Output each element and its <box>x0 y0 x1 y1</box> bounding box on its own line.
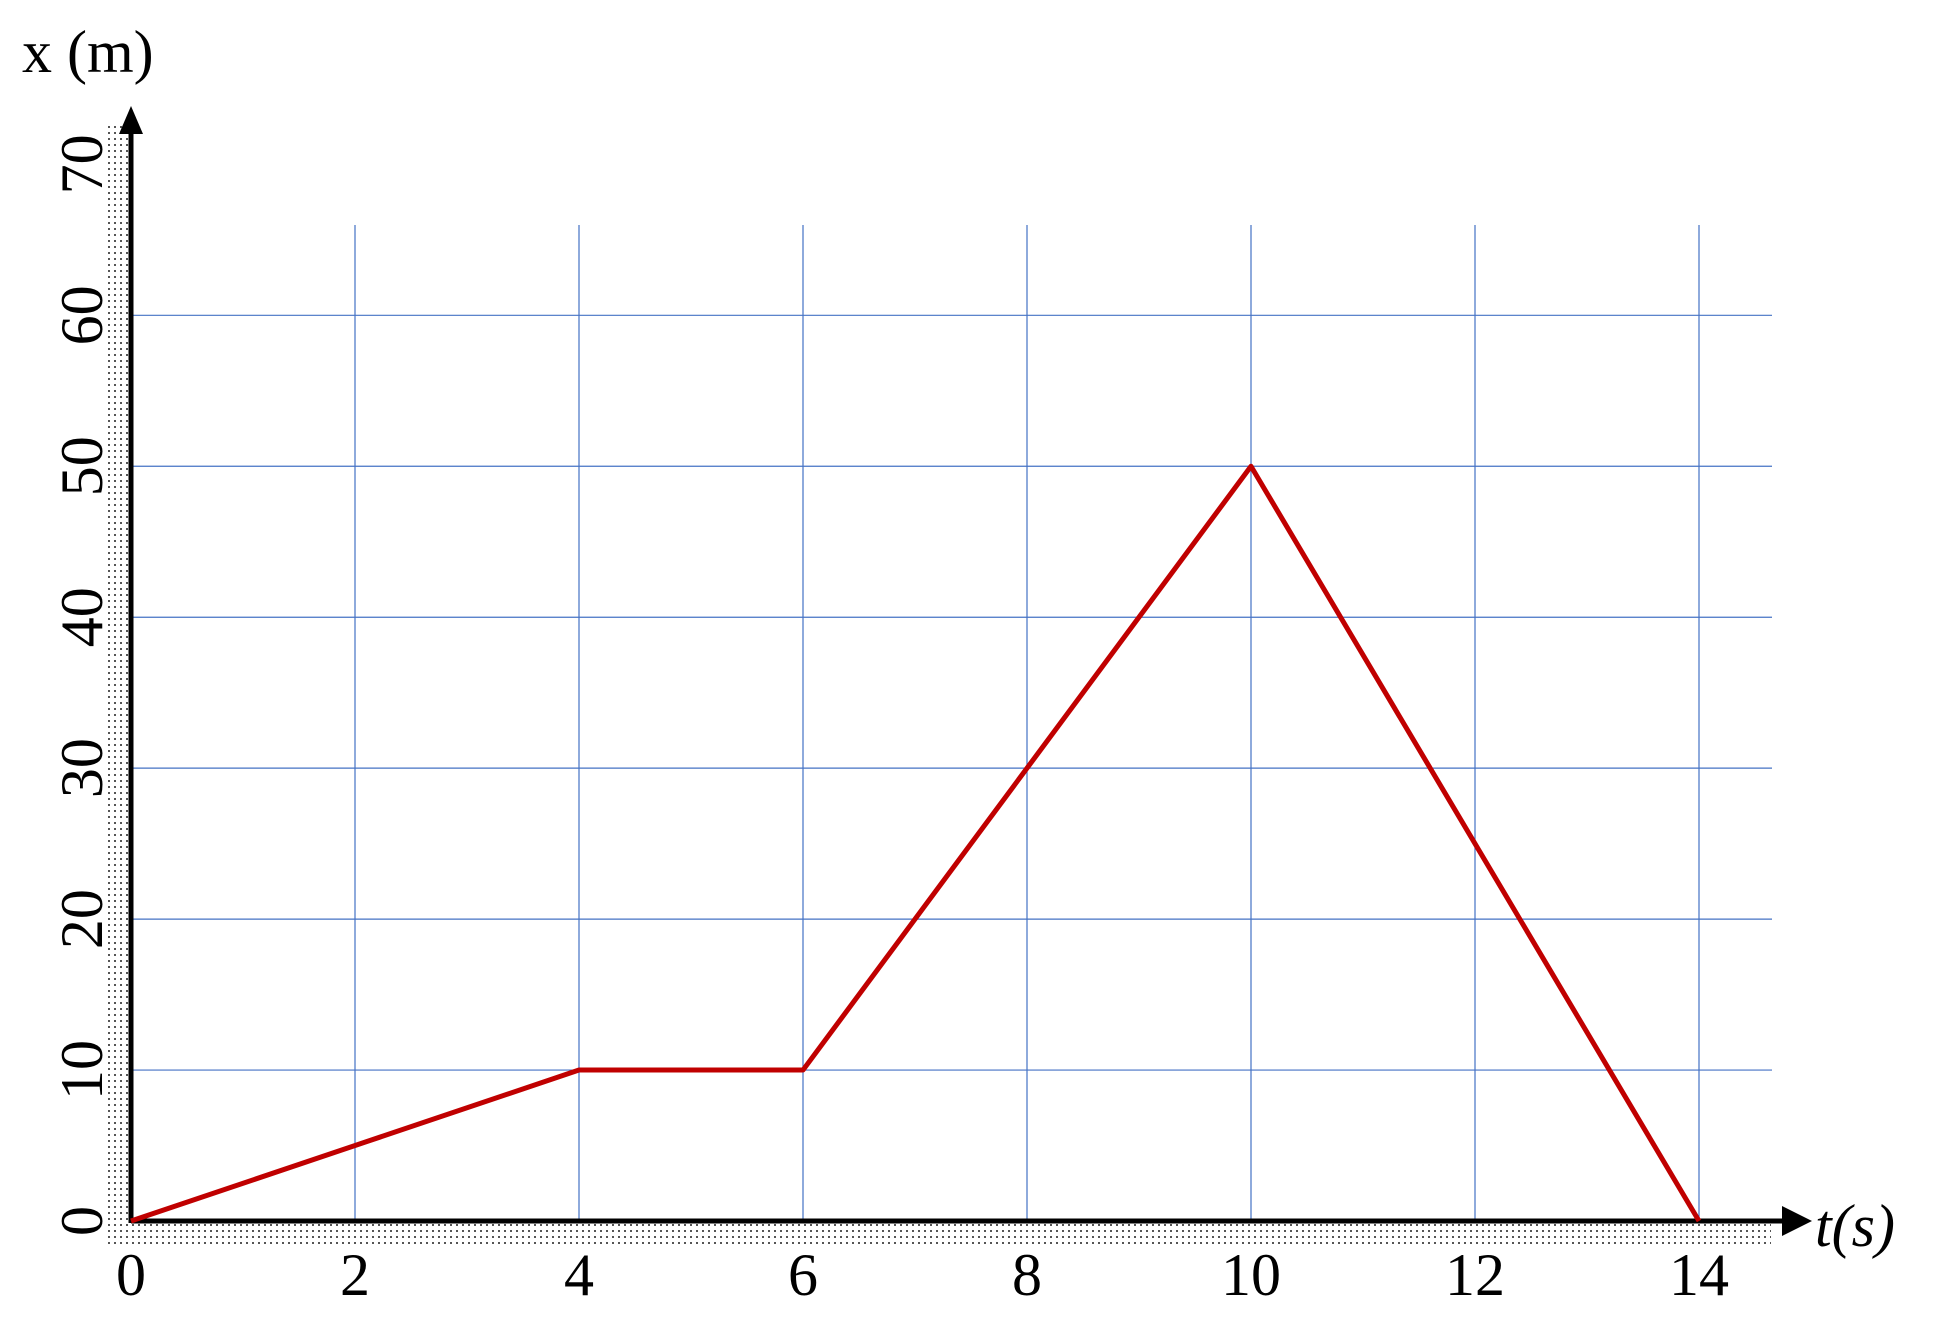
y-arrow <box>119 106 143 134</box>
y-tick-label: 10 <box>49 1040 115 1100</box>
y-tick-label: 50 <box>49 436 115 496</box>
plot <box>130 463 1702 1224</box>
axes <box>119 106 1812 1236</box>
x-tick-label: 6 <box>788 1242 818 1308</box>
y-tick-label: 40 <box>49 587 115 647</box>
x-tick-label: 8 <box>1012 1242 1042 1308</box>
x-axis-label: t(s) <box>1815 1193 1895 1259</box>
y-tick-label: 0 <box>49 1206 115 1236</box>
x-tick-label: 4 <box>564 1242 594 1308</box>
ticks: 0 2 4 6 8 10 12 14 0 10 20 30 40 50 60 70 <box>49 134 1729 1308</box>
y-tick-label: 70 <box>49 134 115 194</box>
x-tick-label: 14 <box>1669 1242 1729 1308</box>
data-line <box>130 463 1702 1224</box>
y-tick-label: 30 <box>49 738 115 798</box>
x-tick-label: 2 <box>340 1242 370 1308</box>
x-tick-label: 10 <box>1221 1242 1281 1308</box>
y-tick-label: 20 <box>49 889 115 949</box>
x-tick-label: 0 <box>116 1242 146 1308</box>
axis-ruler <box>108 125 1771 1246</box>
x-arrow <box>1782 1206 1812 1236</box>
y-tick-label: 60 <box>49 285 115 345</box>
y-ruler <box>108 125 130 1245</box>
grid <box>131 225 1772 1221</box>
x-tick-label: 12 <box>1445 1242 1505 1308</box>
x-ruler <box>131 1222 1771 1246</box>
y-axis-label: x (m) <box>22 19 154 85</box>
